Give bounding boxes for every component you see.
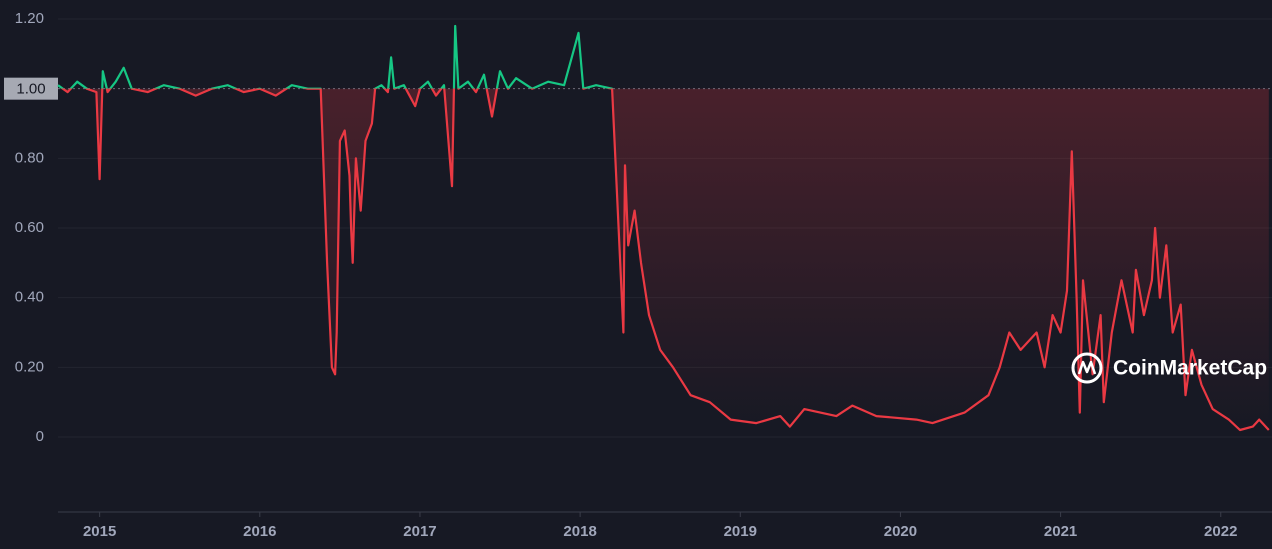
y-tick-label: 0.60 bbox=[15, 219, 44, 236]
x-tick-label: 2015 bbox=[83, 523, 116, 540]
y-tick-label: 0.40 bbox=[15, 289, 44, 306]
watermark-logo bbox=[1071, 352, 1103, 384]
watermark: CoinMarketCap bbox=[1113, 357, 1267, 380]
x-tick-label: 2016 bbox=[243, 523, 276, 540]
logo-circle bbox=[1071, 352, 1103, 384]
logo-mark bbox=[1077, 360, 1097, 375]
y-tick-label: 1.20 bbox=[15, 10, 44, 27]
x-tick-label: 2020 bbox=[884, 523, 917, 540]
x-tick-label: 2022 bbox=[1204, 523, 1237, 540]
y-tick-label: 0.80 bbox=[15, 149, 44, 166]
x-tick-label: 2019 bbox=[724, 523, 757, 540]
y-tick-label: 0 bbox=[36, 428, 44, 445]
x-tick-label: 2017 bbox=[403, 523, 436, 540]
baseline-label: 1.00 bbox=[16, 81, 45, 98]
area-fill bbox=[58, 88, 1269, 430]
x-tick-label: 2021 bbox=[1044, 523, 1077, 540]
baseline-label-box bbox=[4, 77, 58, 100]
price-line bbox=[57, 24, 1270, 432]
y-tick-label: 0.20 bbox=[15, 358, 44, 375]
x-tick-label: 2018 bbox=[563, 523, 596, 540]
